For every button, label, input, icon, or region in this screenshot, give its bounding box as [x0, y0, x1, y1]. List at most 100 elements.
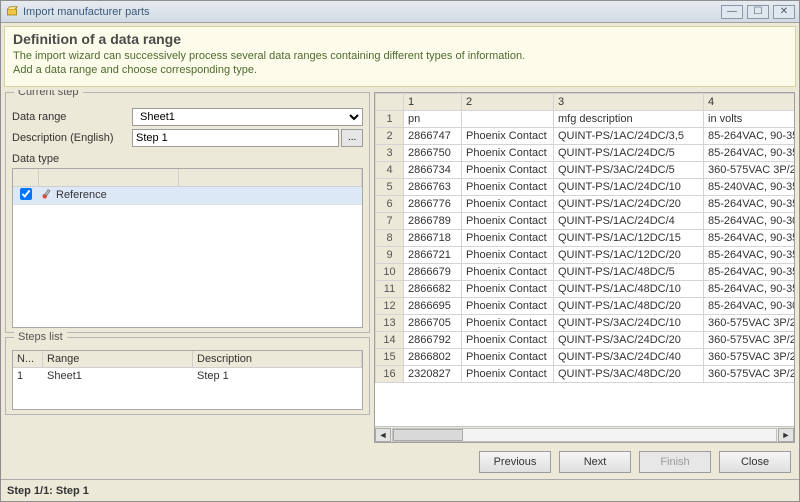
- grid-cell[interactable]: QUINT-PS/1AC/24DC/4: [554, 212, 704, 229]
- grid-cell[interactable]: 85-264VAC, 90-350VDC: [704, 144, 795, 161]
- table-row[interactable]: 22866747Phoenix ContactQUINT-PS/1AC/24DC…: [376, 127, 795, 144]
- grid-cell[interactable]: 2866679: [404, 263, 462, 280]
- grid-cell[interactable]: 360-575VAC 3P/2P,450-800VDC: [704, 365, 795, 382]
- steps-row[interactable]: 1 Sheet1 Step 1: [13, 368, 362, 385]
- table-row[interactable]: 92866721Phoenix ContactQUINT-PS/1AC/12DC…: [376, 246, 795, 263]
- grid-cell[interactable]: 85-264VAC, 90-350VDC: [704, 229, 795, 246]
- grid-row-header[interactable]: 12: [376, 297, 404, 314]
- grid-cell[interactable]: Phoenix Contact: [462, 314, 554, 331]
- grid-cell[interactable]: [462, 110, 554, 127]
- grid-cell[interactable]: QUINT-PS/1AC/12DC/15: [554, 229, 704, 246]
- horizontal-scrollbar[interactable]: ◄ ►: [375, 426, 794, 442]
- grid-row-header[interactable]: 7: [376, 212, 404, 229]
- grid-col-2[interactable]: 2: [462, 93, 554, 110]
- grid-cell[interactable]: QUINT-PS/3AC/24DC/10: [554, 314, 704, 331]
- grid-cell[interactable]: Phoenix Contact: [462, 161, 554, 178]
- scroll-right-arrow-icon[interactable]: ►: [778, 428, 794, 442]
- grid-cell[interactable]: Phoenix Contact: [462, 195, 554, 212]
- grid-col-1[interactable]: 1: [404, 93, 462, 110]
- grid-cell[interactable]: in volts: [704, 110, 795, 127]
- grid-cell[interactable]: Phoenix Contact: [462, 144, 554, 161]
- grid-cell[interactable]: Phoenix Contact: [462, 229, 554, 246]
- grid-row-header[interactable]: 13: [376, 314, 404, 331]
- grid-cell[interactable]: 85-264VAC, 90-350VDC: [704, 195, 795, 212]
- previous-button[interactable]: Previous: [479, 451, 551, 473]
- table-row[interactable]: 32866750Phoenix ContactQUINT-PS/1AC/24DC…: [376, 144, 795, 161]
- table-row[interactable]: 102866679Phoenix ContactQUINT-PS/1AC/48D…: [376, 263, 795, 280]
- grid-row-header[interactable]: 15: [376, 348, 404, 365]
- grid-cell[interactable]: Phoenix Contact: [462, 178, 554, 195]
- steps-col-range[interactable]: Range: [43, 351, 193, 367]
- close-window-button[interactable]: ✕: [773, 5, 795, 19]
- data-type-checkbox[interactable]: [20, 188, 32, 200]
- grid-cell[interactable]: 85-264VAC, 90-350VDC: [704, 280, 795, 297]
- grid-cell[interactable]: Phoenix Contact: [462, 280, 554, 297]
- grid-cell[interactable]: 2866721: [404, 246, 462, 263]
- grid-cell[interactable]: QUINT-PS/1AC/24DC/5: [554, 144, 704, 161]
- finish-button[interactable]: Finish: [639, 451, 711, 473]
- grid-row-header[interactable]: 1: [376, 110, 404, 127]
- grid-row-header[interactable]: 9: [376, 246, 404, 263]
- grid-cell[interactable]: 2866734: [404, 161, 462, 178]
- grid-cell[interactable]: 85-264VAC, 90-350VDC: [704, 246, 795, 263]
- grid-cell[interactable]: 360-575VAC 3P/2P,450-800VDC: [704, 348, 795, 365]
- grid-row-header[interactable]: 2: [376, 127, 404, 144]
- grid-cell[interactable]: 360-575VAC 3P/2P,450-800VDC: [704, 161, 795, 178]
- grid-cell[interactable]: 2866718: [404, 229, 462, 246]
- grid-cell[interactable]: 2866682: [404, 280, 462, 297]
- grid-cell[interactable]: 360-575VAC 3P/2P,450-800VDC: [704, 314, 795, 331]
- grid-cell[interactable]: mfg description: [554, 110, 704, 127]
- grid-cell[interactable]: Phoenix Contact: [462, 365, 554, 382]
- grid-cell[interactable]: Phoenix Contact: [462, 212, 554, 229]
- grid-cell[interactable]: 2866747: [404, 127, 462, 144]
- grid-cell[interactable]: 85-264VAC, 90-350VDC: [704, 263, 795, 280]
- grid-cell[interactable]: QUINT-PS/1AC/24DC/20: [554, 195, 704, 212]
- data-type-row[interactable]: Reference: [13, 187, 362, 205]
- grid-cell[interactable]: 2866763: [404, 178, 462, 195]
- grid-cell[interactable]: Phoenix Contact: [462, 127, 554, 144]
- grid-cell[interactable]: 85-264VAC, 90-300VDC: [704, 212, 795, 229]
- grid-row-header[interactable]: 10: [376, 263, 404, 280]
- grid-cell[interactable]: 85-264VAC, 90-300VDC: [704, 297, 795, 314]
- maximize-button[interactable]: ☐: [747, 5, 769, 19]
- table-row[interactable]: 52866763Phoenix ContactQUINT-PS/1AC/24DC…: [376, 178, 795, 195]
- grid-cell[interactable]: QUINT-PS/1AC/48DC/5: [554, 263, 704, 280]
- grid-cell[interactable]: 2866776: [404, 195, 462, 212]
- close-button[interactable]: Close: [719, 451, 791, 473]
- table-row[interactable]: 152866802Phoenix ContactQUINT-PS/3AC/24D…: [376, 348, 795, 365]
- minimize-button[interactable]: —: [721, 5, 743, 19]
- grid-row-header[interactable]: 6: [376, 195, 404, 212]
- grid-cell[interactable]: QUINT-PS/3AC/24DC/40: [554, 348, 704, 365]
- grid-cell[interactable]: QUINT-PS/1AC/48DC/20: [554, 297, 704, 314]
- table-row[interactable]: 1pn mfg descriptionin volts: [376, 110, 795, 127]
- grid-cell[interactable]: 2866792: [404, 331, 462, 348]
- table-row[interactable]: 112866682Phoenix ContactQUINT-PS/1AC/48D…: [376, 280, 795, 297]
- grid-row-header[interactable]: 16: [376, 365, 404, 382]
- grid-cell[interactable]: 85-264VAC, 90-350VDC: [704, 127, 795, 144]
- scroll-thumb[interactable]: [393, 429, 463, 441]
- data-grid-viewport[interactable]: 1 2 3 4 1pnmfg descriptionin volts228667…: [375, 93, 794, 426]
- grid-row-header[interactable]: 4: [376, 161, 404, 178]
- grid-cell[interactable]: 2866705: [404, 314, 462, 331]
- grid-cell[interactable]: QUINT-PS/1AC/12DC/20: [554, 246, 704, 263]
- grid-cell[interactable]: QUINT-PS/1AC/24DC/3,5: [554, 127, 704, 144]
- table-row[interactable]: 42866734Phoenix ContactQUINT-PS/3AC/24DC…: [376, 161, 795, 178]
- table-row[interactable]: 62866776Phoenix ContactQUINT-PS/1AC/24DC…: [376, 195, 795, 212]
- grid-cell[interactable]: pn: [404, 110, 462, 127]
- grid-cell[interactable]: QUINT-PS/3AC/48DC/20: [554, 365, 704, 382]
- description-browse-button[interactable]: ...: [341, 129, 363, 147]
- steps-col-desc[interactable]: Description: [193, 351, 362, 367]
- grid-col-3[interactable]: 3: [554, 93, 704, 110]
- grid-cell[interactable]: 85-240VAC, 90-350VDC: [704, 178, 795, 195]
- grid-cell[interactable]: 2866695: [404, 297, 462, 314]
- scroll-left-arrow-icon[interactable]: ◄: [375, 428, 391, 442]
- grid-cell[interactable]: Phoenix Contact: [462, 263, 554, 280]
- next-button[interactable]: Next: [559, 451, 631, 473]
- grid-cell[interactable]: QUINT-PS/3AC/24DC/20: [554, 331, 704, 348]
- table-row[interactable]: 162320827Phoenix ContactQUINT-PS/3AC/48D…: [376, 365, 795, 382]
- grid-cell[interactable]: 360-575VAC 3P/2P,450-800VDC: [704, 331, 795, 348]
- grid-cell[interactable]: 2866789: [404, 212, 462, 229]
- grid-cell[interactable]: Phoenix Contact: [462, 297, 554, 314]
- grid-row-header[interactable]: 5: [376, 178, 404, 195]
- grid-cell[interactable]: 2866750: [404, 144, 462, 161]
